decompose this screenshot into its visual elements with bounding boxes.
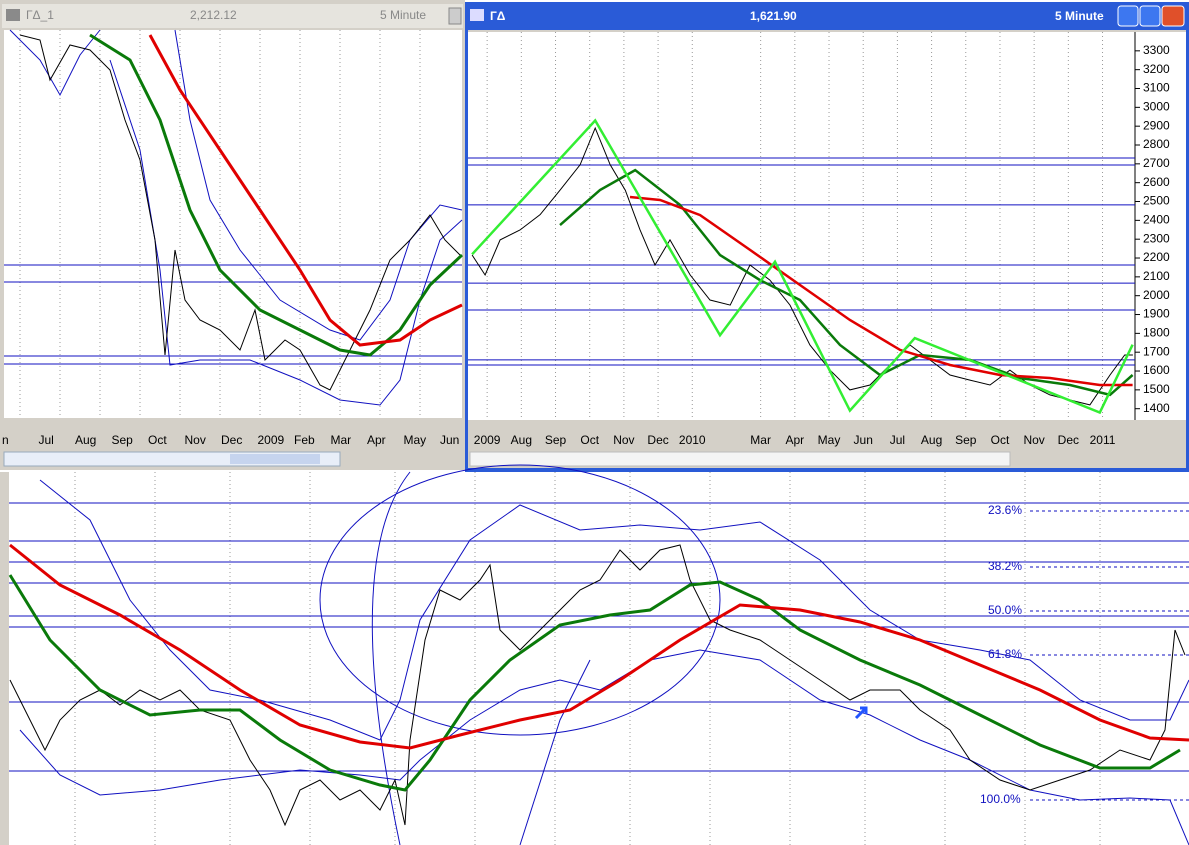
window-icon — [6, 9, 20, 21]
left-x-axis: n Jul Aug Sep Oct Nov Dec 2009 Feb Mar Apr May Jun — [2, 433, 459, 447]
green-ma — [89, 33, 464, 357]
x-tick-label: Dec — [1058, 433, 1079, 447]
x-tick-label: Jul — [39, 433, 54, 447]
y-tick-label: 2100 — [1143, 269, 1170, 283]
x-tick-label: Mar — [331, 433, 352, 447]
fib-label: 100.0% — [980, 792, 1021, 806]
maximize-button[interactable] — [1139, 5, 1161, 27]
red-ma — [9, 543, 1189, 750]
price — [19, 34, 461, 391]
x-tick-label: Jun — [854, 433, 873, 447]
y-tick-label: 2300 — [1143, 231, 1170, 245]
x-tick-label: Feb — [294, 433, 315, 447]
y-tick-label: 3300 — [1143, 43, 1170, 57]
x-tick-label: May — [818, 433, 841, 447]
x-tick-label: Mar — [750, 433, 771, 447]
x-tick-label: Sep — [545, 433, 567, 447]
y-axis-area — [1135, 32, 1186, 420]
y-tick-label: 2900 — [1143, 118, 1170, 132]
x-tick-label: Sep — [955, 433, 977, 447]
green-ma — [8, 574, 1181, 792]
left-title: ГΔ_1 — [26, 8, 54, 22]
x-tick-label: n — [2, 433, 9, 447]
minimize-button[interactable] — [448, 7, 462, 25]
right-interval: 5 Minute — [1055, 9, 1104, 23]
x-tick-label: Nov — [185, 433, 206, 447]
y-tick-label: 2500 — [1143, 194, 1170, 208]
x-tick-label: Dec — [647, 433, 668, 447]
x-tick-label: Aug — [921, 433, 942, 447]
y-tick-label: 3000 — [1143, 100, 1170, 114]
band — [174, 29, 463, 341]
left-interval: 5 Minute — [380, 8, 426, 22]
y-tick-label: 1700 — [1143, 344, 1170, 358]
x-tick-label: Oct — [991, 433, 1010, 447]
right-scrollbar[interactable] — [469, 451, 1011, 467]
x-tick-label: Sep — [112, 433, 134, 447]
x-tick-label: Apr — [785, 433, 804, 447]
fib-label: 61.8% — [988, 647, 1022, 661]
y-tick-label: 2800 — [1143, 137, 1170, 151]
x-tick-label: 2009 — [474, 433, 501, 447]
bottom-curves — [8, 464, 1189, 845]
minimize-button[interactable] — [1117, 5, 1139, 27]
y-tick-label: 1600 — [1143, 363, 1170, 377]
scroll-thumb[interactable] — [230, 454, 320, 464]
band — [39, 479, 1189, 741]
price — [9, 544, 1186, 827]
y-tick-label: 2600 — [1143, 175, 1170, 189]
band — [519, 659, 591, 845]
x-tick-label: 2010 — [679, 433, 706, 447]
x-tick-label: Oct — [148, 433, 167, 447]
left-chart-area — [4, 30, 462, 418]
ellipse — [319, 464, 721, 736]
right-value: 1,621.90 — [750, 9, 797, 23]
arrow — [854, 706, 868, 720]
y-tick-label: 2200 — [1143, 250, 1170, 264]
fib-label: 50.0% — [988, 603, 1022, 617]
x-tick-label: Nov — [1023, 433, 1044, 447]
arc — [371, 471, 411, 845]
y-tick-label: 2000 — [1143, 288, 1170, 302]
red-ma — [148, 34, 463, 347]
x-tick-label: Apr — [367, 433, 386, 447]
close-button[interactable] — [1161, 5, 1185, 27]
fib-label: 23.6% — [988, 503, 1022, 517]
fib-label: 38.2% — [988, 559, 1022, 573]
x-tick-label: Oct — [580, 433, 599, 447]
series-line — [629, 195, 1133, 387]
y-tick-label: 1800 — [1143, 326, 1170, 340]
series-line — [471, 118, 1134, 415]
right-chart-area — [468, 32, 1135, 420]
x-tick-label: Jun — [440, 433, 459, 447]
y-tick-label: 1400 — [1143, 401, 1170, 415]
pane-edge — [0, 472, 9, 845]
y-tick-label: 2400 — [1143, 213, 1170, 227]
x-tick-label: 2009 — [258, 433, 285, 447]
left-grid — [4, 30, 462, 418]
band — [9, 29, 101, 97]
y-tick-label: 2700 — [1143, 156, 1170, 170]
x-tick-label: 2011 — [1090, 433, 1116, 447]
y-tick-label: 1500 — [1143, 382, 1170, 396]
x-tick-label: May — [404, 433, 427, 447]
y-tick-label: 3100 — [1143, 81, 1170, 95]
x-tick-label: Nov — [613, 433, 634, 447]
y-tick-label: 1900 — [1143, 307, 1170, 321]
x-tick-label: Aug — [511, 433, 532, 447]
bottom-pane — [0, 472, 1189, 845]
series-line — [559, 168, 1134, 397]
x-tick-label: Dec — [221, 433, 242, 447]
left-title-bar[interactable] — [2, 4, 463, 28]
x-tick-label: Jul — [890, 433, 905, 447]
y-tick-label: 3200 — [1143, 62, 1170, 76]
right-title: ГΔ — [490, 9, 506, 23]
right-chart: 2009 Aug Sep Oct Nov Dec 2010 Mar Apr May Jun Jul Au… — [468, 32, 1170, 447]
x-tick-label: Aug — [75, 433, 96, 447]
left-value: 2,212.12 — [190, 8, 237, 22]
window-icon — [470, 9, 484, 21]
left-curves — [9, 29, 464, 406]
